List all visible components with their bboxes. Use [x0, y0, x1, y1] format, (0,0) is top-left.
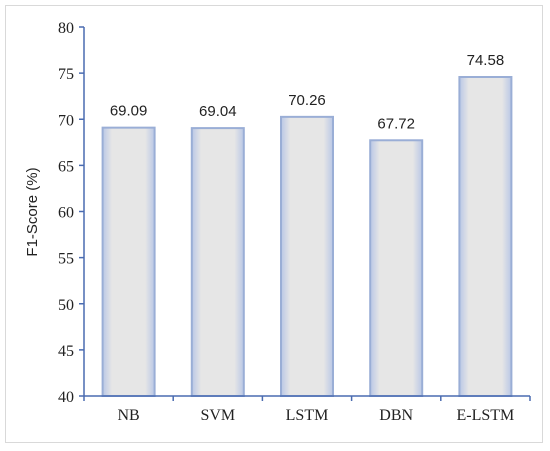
- y-tick-label-65: 65: [58, 158, 74, 175]
- axes-layer: [79, 26, 531, 401]
- y-tick-label-55: 55: [58, 251, 74, 268]
- data-label-lstm: 70.26: [288, 92, 326, 109]
- data-label-svm: 69.04: [199, 103, 237, 120]
- labels-layer: 69.09 NB 69.04 SVM 70.26 LSTM 67.72 DBN 74.58 E-L…: [58, 20, 514, 424]
- bar-e-lstm: [458, 75, 513, 397]
- x-tick-label-nb: NB: [117, 407, 139, 424]
- bars-layer: [101, 75, 513, 398]
- chart-frame: [5, 5, 543, 443]
- data-label-e-lstm: 74.58: [467, 52, 505, 69]
- x-tick-label-lstm: LSTM: [286, 407, 329, 424]
- y-tick-label-45: 45: [58, 343, 74, 360]
- bar-nb: [101, 126, 156, 398]
- x-tick-label-e-lstm: E-LSTM: [457, 407, 515, 424]
- bar-dbn: [369, 139, 424, 397]
- y-tick-label-80: 80: [58, 20, 74, 37]
- bar-svm: [190, 127, 245, 398]
- data-label-dbn: 67.72: [377, 115, 415, 132]
- y-tick-label-50: 50: [58, 297, 74, 314]
- data-label-nb: 69.09: [110, 103, 148, 120]
- x-tick-label-svm: SVM: [200, 407, 235, 424]
- bar-lstm: [280, 115, 334, 397]
- y-tick-label-40: 40: [58, 389, 74, 406]
- y-axis-title: F1-Score (%): [24, 167, 41, 256]
- x-tick-label-dbn: DBN: [379, 407, 413, 424]
- y-tick-label-70: 70: [58, 112, 74, 129]
- y-tick-label-60: 60: [58, 205, 74, 222]
- y-tick-label-75: 75: [58, 66, 74, 83]
